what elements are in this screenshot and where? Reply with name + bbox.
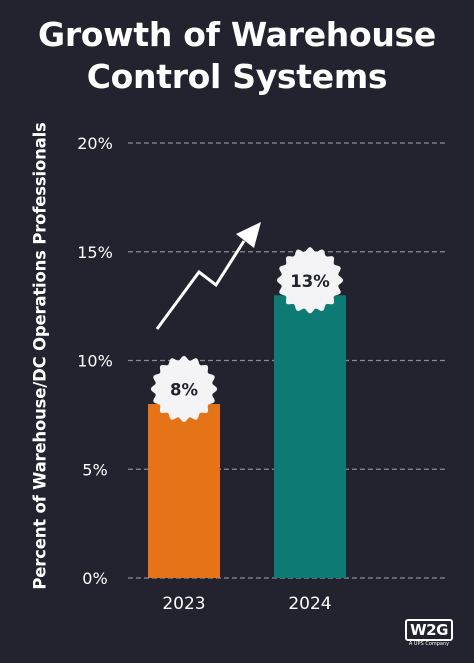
bar-2023 (148, 404, 220, 578)
chart-title-line-2: Control Systems (86, 57, 388, 96)
y-tick-label: 15% (77, 243, 113, 262)
bar-2024 (274, 295, 346, 578)
logo-text: W2G (405, 619, 453, 641)
trend-arrow-line (155, 240, 246, 330)
y-tick-label: 20% (77, 134, 113, 153)
chart-title-line-1: Growth of Warehouse (38, 15, 436, 54)
y-tick-labels: 0% 5% 10% 15% 20% (77, 134, 113, 588)
y-tick-label: 10% (77, 352, 113, 371)
y-tick-label: 5% (82, 460, 107, 479)
chart-title: Growth of Warehouse Control Systems (0, 14, 474, 98)
trend-arrow-icon (155, 222, 261, 330)
bars (148, 295, 346, 578)
value-badge-shape (150, 355, 218, 423)
logo-subtitle: A UPS Company (408, 641, 450, 647)
data-label: 8% (170, 381, 198, 400)
value-badges: 8% 13% (150, 247, 344, 423)
x-tick-label: 2024 (288, 594, 331, 614)
data-label: 13% (290, 272, 330, 291)
y-tick-label: 0% (82, 569, 107, 588)
trend-arrow-head (236, 222, 261, 248)
value-badge-shape (276, 247, 344, 314)
x-tick-label: 2023 (162, 594, 205, 614)
x-tick-labels: 2023 2024 (162, 594, 331, 614)
w2g-logo: W2G A UPS Company (402, 619, 456, 655)
